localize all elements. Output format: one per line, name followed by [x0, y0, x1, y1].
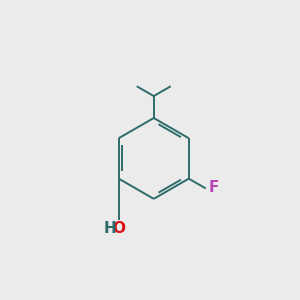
Text: H: H: [103, 221, 116, 236]
Text: O: O: [112, 221, 125, 236]
Text: F: F: [209, 181, 219, 196]
